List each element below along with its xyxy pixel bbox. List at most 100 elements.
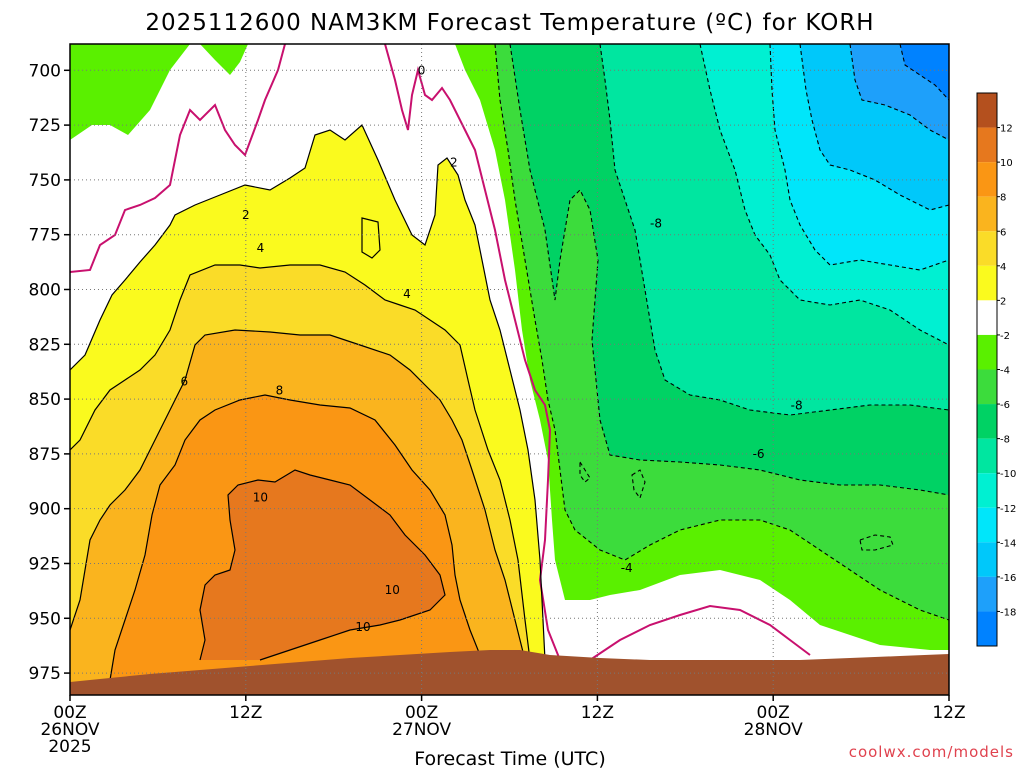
colorbar-label: -4: [1000, 366, 1010, 377]
colorbar-box: [977, 265, 997, 301]
y-tick-label: 900: [29, 500, 61, 520]
contour-label: 2: [242, 208, 250, 222]
terrain: [70, 650, 949, 695]
y-tick-label: 775: [29, 226, 61, 246]
colorbar-box: [977, 93, 997, 128]
contour-lines: [70, 44, 949, 681]
fill-minus4-topleft2: [200, 44, 248, 75]
contour-minus6c-blob: [859, 534, 894, 551]
plot-frame: [69, 43, 950, 696]
y-tick-label: 925: [29, 554, 61, 574]
colorbar-box: [977, 473, 997, 508]
y-tick-label: 975: [29, 664, 61, 684]
contour-label: -8: [650, 217, 662, 231]
x-tick-label: 28NOV: [744, 720, 803, 740]
contour-label: 10: [253, 491, 268, 505]
chart-title: 2025112600 NAM3KM Forecast Temperature (…: [145, 10, 874, 36]
contour-4c: [70, 264, 531, 661]
contour-minus12c: [769, 44, 949, 271]
colorbar-box: [977, 127, 997, 163]
contour-2c-blob: [361, 217, 381, 259]
contour-minus16c: [849, 44, 949, 141]
contour-label: -8: [791, 399, 803, 413]
colorbar-label: -2: [1000, 331, 1010, 342]
contour-minus14c: [799, 44, 949, 211]
watermark: coolwx.com/models: [849, 743, 1014, 761]
contour-2c: [70, 124, 546, 661]
x-tick-label: 27NOV: [392, 720, 451, 740]
fill-plus10: [200, 470, 445, 660]
x-tick-label: 00Z: [405, 703, 438, 723]
contour-minus6c: [509, 44, 949, 496]
colorbar-label: -6: [1000, 400, 1010, 411]
contour-label: 10: [355, 620, 370, 634]
x-tick-label: 26NOV: [40, 720, 99, 740]
contour-label: 6: [180, 375, 188, 389]
contour-label: 4: [403, 287, 411, 301]
colorbar-label: -12: [1000, 504, 1016, 515]
x-tick-label: 12Z: [581, 703, 614, 723]
contour-0c-mid: [384, 44, 561, 661]
colorbar-label: -10: [1000, 469, 1016, 480]
fill-minus20: [900, 44, 949, 100]
contour-6c: [70, 329, 526, 661]
colorbar-label: 6: [1000, 227, 1006, 238]
contour-minus6c-blob2: [631, 469, 646, 500]
colorbar-label: -16: [1000, 573, 1016, 584]
x-tick-label: 12Z: [229, 703, 262, 723]
colorbar-label: 2: [1000, 296, 1006, 307]
colorbar-box: [977, 369, 997, 405]
colorbar-box: [977, 334, 997, 370]
temperature-fill: [70, 44, 949, 695]
contour-10c: [199, 469, 446, 661]
contour-label: 0: [418, 63, 426, 77]
x-tick-label: 00Z: [757, 703, 790, 723]
colorbar-label: -18: [1000, 607, 1016, 618]
contour-minus8c: [599, 44, 949, 416]
grid: [70, 44, 949, 695]
colorbar-box: [977, 576, 997, 612]
colorbar-box: [977, 611, 997, 646]
colorbar-box: [977, 507, 997, 543]
colorbar-label: 8: [1000, 193, 1006, 204]
contour-minus4c: [494, 44, 949, 621]
y-tick-label: 750: [29, 171, 61, 191]
colorbar-box: [977, 404, 997, 439]
colorbar-box: [977, 542, 997, 577]
colorbar: 12 10 8 6 4 2 -2 -4 -6 -8 -10 -12 -14 -16 -18: [976, 92, 1016, 647]
y-tick-label: 875: [29, 445, 61, 465]
colorbar-box: [977, 300, 997, 335]
colorbar-box: [977, 438, 997, 474]
contour-label: 8: [276, 383, 284, 397]
x-tick-label: 12Z: [932, 703, 965, 723]
contour-label: 4: [257, 241, 265, 255]
y-tick-label: 725: [29, 116, 61, 136]
contour-0c-east: [589, 604, 811, 661]
y-tick-label: 800: [29, 280, 61, 300]
contour-8c: [109, 394, 491, 681]
colorbar-label: 12: [1000, 124, 1013, 135]
colorbar-label: -8: [1000, 435, 1010, 446]
x-axis-label: Forecast Time (UTC): [414, 748, 605, 768]
y-tick-label: 950: [29, 609, 61, 629]
colorbar-label: 4: [1000, 262, 1006, 273]
colorbar-label: -14: [1000, 538, 1016, 549]
y-tick-label: 850: [29, 390, 61, 410]
contour-label: 2: [450, 155, 458, 169]
solid-contours: [70, 124, 546, 681]
contour-label: -4: [621, 561, 633, 575]
y-tick-label: 700: [29, 61, 61, 81]
colorbar-box: [977, 196, 997, 232]
y-tick-label: 825: [29, 335, 61, 355]
x-tick-label: 00Z: [53, 703, 86, 723]
fill-minus4-topleft: [70, 44, 190, 140]
colorbar-box: [977, 162, 997, 197]
dashed-contours: [494, 44, 949, 621]
contour-label: -6: [753, 447, 765, 461]
contour-minus10c: [699, 44, 949, 346]
x-tick-label: 2025: [48, 737, 91, 757]
contour-labels: 0 2 2 4 4 6 8 10 10 10 -8 -8 -6 -4: [180, 63, 802, 634]
contour-label: 10: [385, 583, 400, 597]
